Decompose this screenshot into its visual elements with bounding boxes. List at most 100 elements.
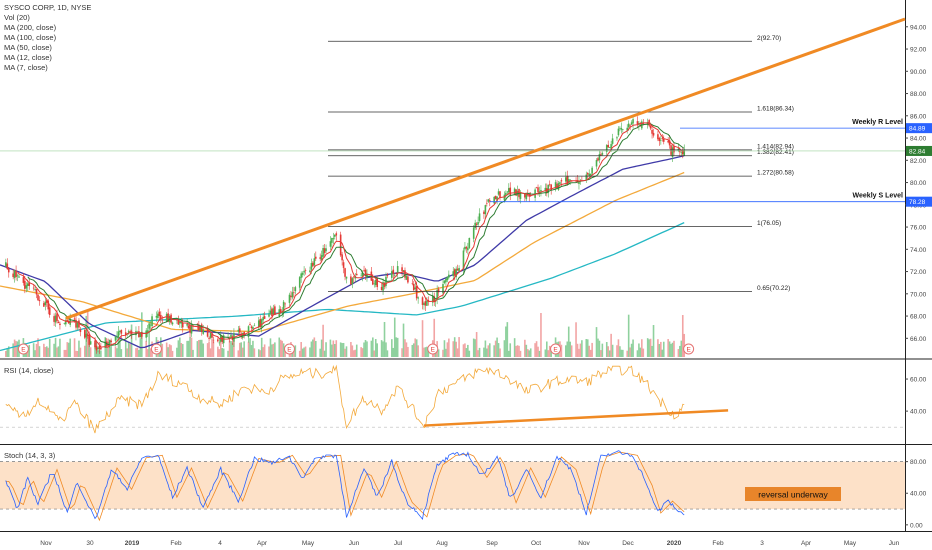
price-tick-label: 92.00 xyxy=(910,47,927,54)
candle-body xyxy=(361,272,364,278)
volume-bar xyxy=(464,343,466,357)
volume-bar xyxy=(114,346,117,357)
volume-bar xyxy=(199,339,202,357)
candle-body xyxy=(301,273,304,275)
candle-body xyxy=(107,344,109,346)
volume-bar xyxy=(565,345,567,357)
candle-body xyxy=(79,329,82,332)
volume-bar xyxy=(591,342,593,357)
volume-bar xyxy=(629,347,631,357)
candle-body xyxy=(540,190,542,192)
candle-body xyxy=(493,196,495,204)
candle-body xyxy=(509,187,512,196)
last-price-badge xyxy=(906,145,932,156)
candle-body xyxy=(104,341,107,348)
volume-bar xyxy=(601,343,604,357)
candle-body xyxy=(57,321,60,324)
candle-body xyxy=(507,188,510,193)
earnings-marker xyxy=(683,343,695,355)
volume-bar xyxy=(497,343,500,357)
candle-body xyxy=(601,153,604,155)
candle-body xyxy=(260,319,263,328)
candle-body xyxy=(237,329,240,332)
volume-bar xyxy=(540,313,542,357)
candle-body xyxy=(468,237,471,248)
candle-body xyxy=(484,205,487,215)
time-axis-label: 2019 xyxy=(125,540,140,547)
volume-bar xyxy=(661,349,664,357)
candle-body xyxy=(145,330,148,338)
candle-body xyxy=(119,330,121,332)
candle-body xyxy=(129,331,131,332)
volume-bar xyxy=(550,350,552,357)
volume-bar xyxy=(683,333,686,357)
candle-body xyxy=(448,274,450,278)
candle-body xyxy=(411,283,414,285)
candle-body xyxy=(138,331,140,338)
candle-body xyxy=(44,301,47,306)
candle-body xyxy=(66,320,69,321)
volume-bar xyxy=(253,348,256,357)
volume-bar xyxy=(282,343,285,357)
candle-body xyxy=(25,285,28,289)
volume-bar xyxy=(335,340,338,357)
rsi-tick-label: 60.00 xyxy=(910,377,927,384)
candle-body xyxy=(110,340,112,343)
earnings-marker xyxy=(17,343,29,355)
weekly-level-label: Weekly R Level xyxy=(852,119,903,126)
volume-bar xyxy=(589,349,592,357)
candle-body xyxy=(230,334,232,338)
volume-bar xyxy=(468,350,471,357)
chart-legend: SYSCO CORP, 1D, NYSE Vol (20) MA (200, c… xyxy=(4,3,91,73)
volume-bar xyxy=(313,337,316,357)
volume-bar xyxy=(300,342,302,357)
candle-body xyxy=(322,247,324,257)
candle-body xyxy=(243,331,245,336)
candle-body xyxy=(200,324,203,332)
volume-bar xyxy=(314,341,317,357)
volume-bar xyxy=(135,348,137,357)
candle-body xyxy=(189,326,191,333)
candle-body xyxy=(155,315,158,318)
volume-bar xyxy=(578,348,580,357)
candle-body xyxy=(401,267,403,272)
volume-bar xyxy=(652,325,655,357)
volume-bar xyxy=(597,338,599,357)
volume-bar xyxy=(217,346,219,357)
volume-bar xyxy=(56,347,58,357)
volume-bar xyxy=(560,344,563,357)
candle-body xyxy=(253,325,256,327)
volume-bar xyxy=(581,340,583,357)
candle-body xyxy=(259,319,262,328)
earnings-marker-label: E xyxy=(154,347,159,354)
volume-bar xyxy=(570,345,573,357)
volume-bar xyxy=(404,339,406,357)
volume-bar xyxy=(680,340,683,357)
candle-body xyxy=(252,327,254,330)
volume-bar xyxy=(342,342,345,357)
volume-bar xyxy=(496,337,498,357)
candle-body xyxy=(171,322,174,325)
candle-body xyxy=(59,323,61,326)
volume-bar xyxy=(165,342,168,357)
volume-bar xyxy=(230,340,232,357)
candle-body xyxy=(364,269,367,276)
candle-body xyxy=(35,289,38,295)
volume-bar xyxy=(424,347,427,357)
volume-bar xyxy=(667,339,669,357)
volume-bar xyxy=(648,339,650,357)
candle-body xyxy=(544,187,547,192)
stoch-annotation-box xyxy=(745,487,841,501)
time-axis-label: Sep xyxy=(486,540,498,547)
volume-bar xyxy=(43,343,45,357)
volume-bar xyxy=(600,350,602,357)
candle-body xyxy=(298,277,301,288)
volume-bar xyxy=(513,338,516,357)
fib-level-label: 1.414(82.94) xyxy=(757,143,794,150)
candle-body xyxy=(433,296,436,302)
volume-bar xyxy=(576,343,579,357)
earnings-marker-label: E xyxy=(21,347,26,354)
candle-body xyxy=(37,294,39,301)
volume-bar xyxy=(370,340,373,357)
candle-body xyxy=(83,329,86,338)
